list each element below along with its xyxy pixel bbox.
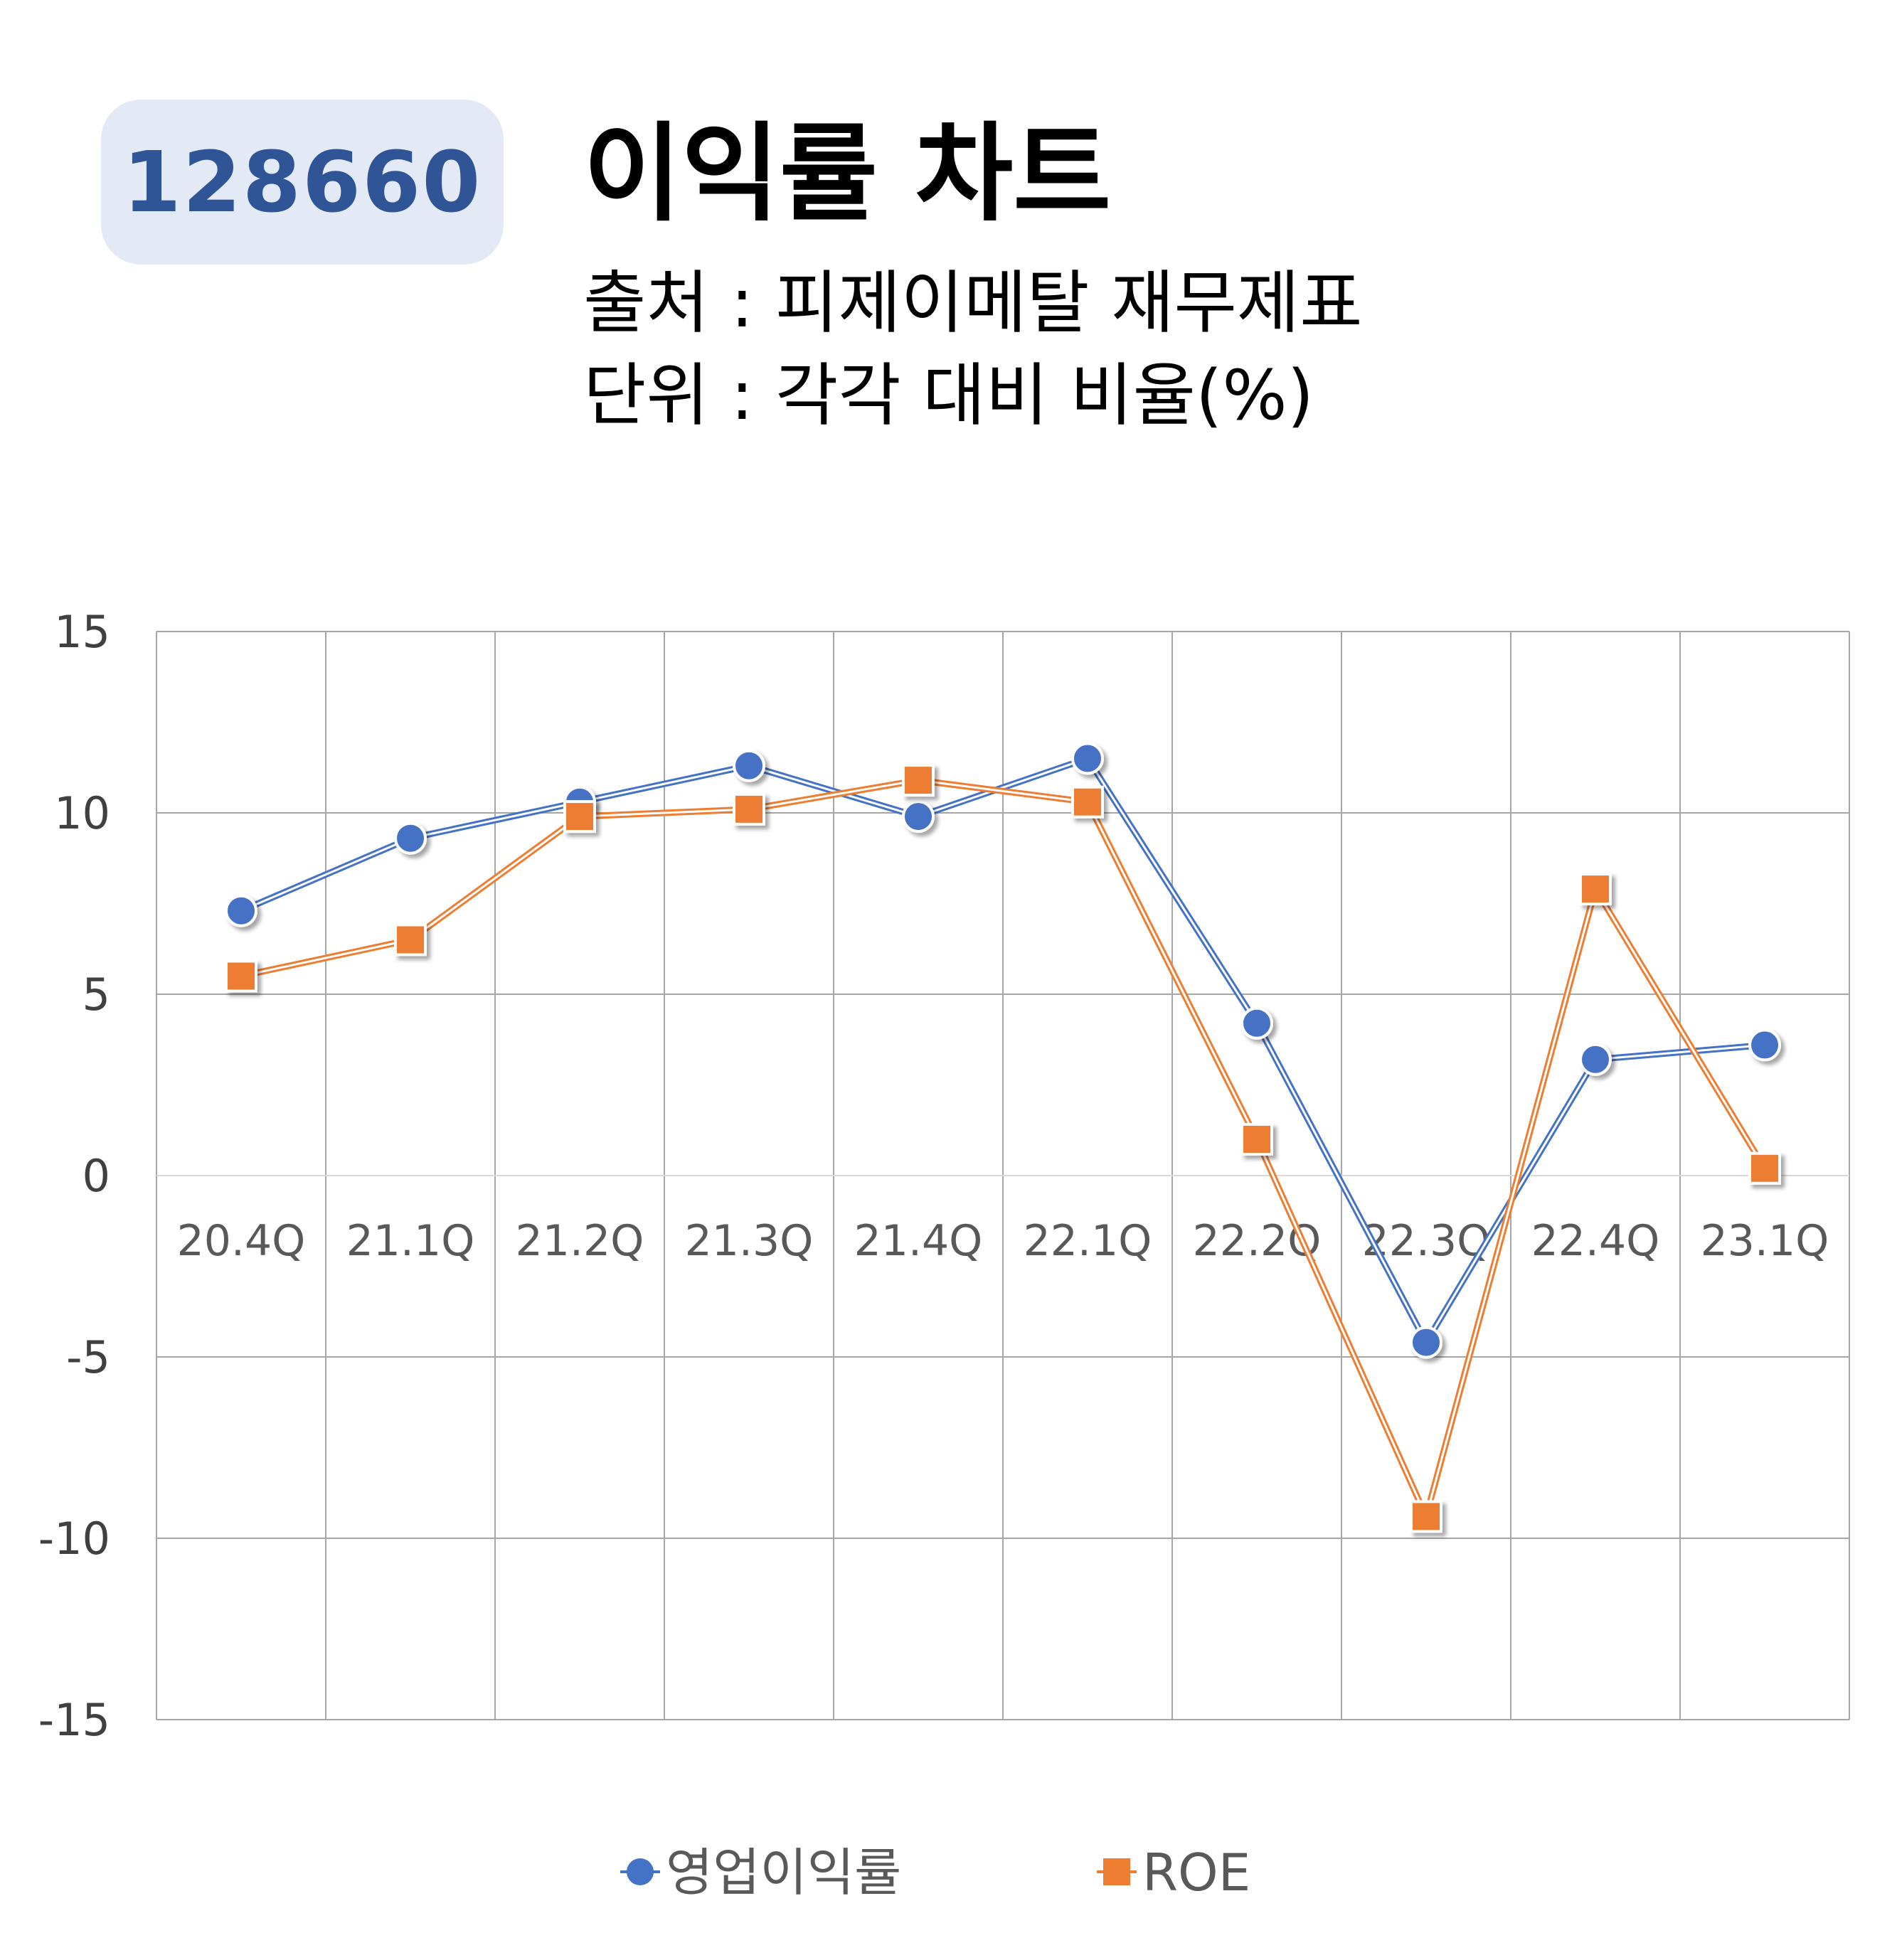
chart-title: 이익률 차트 [583, 112, 1112, 236]
unit-label: 단위 : 각각 대비 비율(%) [583, 356, 1314, 435]
legend-item: 영업이익률 [620, 1843, 901, 1902]
data-point-circle [1579, 1043, 1612, 1076]
y-tick-label: -10 [38, 1513, 110, 1565]
data-point-square [1240, 1123, 1273, 1156]
x-tick-label: 20.4Q [177, 1216, 306, 1266]
data-point-square [733, 792, 765, 826]
legend-marker-circle [627, 1858, 654, 1885]
data-point-square [563, 800, 596, 833]
data-point-circle [394, 821, 427, 855]
data-point-circle [1240, 1006, 1273, 1040]
data-point-circle [1410, 1326, 1442, 1359]
ticker-badge: 128660 [101, 100, 504, 265]
data-point-square [225, 959, 257, 993]
y-tick-label: 15 [54, 606, 110, 658]
series-line-inner [240, 779, 1766, 1518]
x-tick-label: 21.4Q [854, 1216, 983, 1266]
x-tick-label: 21.2Q [516, 1216, 644, 1266]
x-tick-label: 22.4Q [1531, 1216, 1660, 1266]
data-point-square [902, 764, 935, 797]
y-tick-label: 5 [83, 969, 110, 1021]
legend-item: ROE [1097, 1843, 1250, 1902]
x-tick-label: 23.1Q [1701, 1216, 1829, 1266]
data-point-circle [1071, 742, 1104, 775]
series-roe [225, 764, 1781, 1533]
y-tick-label: -5 [66, 1331, 110, 1383]
x-tick-label: 21.1Q [346, 1216, 475, 1266]
y-tick-label: 0 [83, 1150, 110, 1202]
data-point-circle [225, 894, 257, 927]
y-tick-label: -15 [38, 1694, 110, 1746]
data-point-circle [902, 800, 935, 833]
legend: 영업이익률 ROE [620, 1843, 1250, 1902]
x-tick-label: 22.1Q [1024, 1216, 1152, 1266]
data-point-square [1748, 1151, 1781, 1185]
legend-label: ROE [1142, 1843, 1250, 1902]
data-point-square [1579, 873, 1612, 906]
series-layer [225, 742, 1781, 1533]
legend-label: 영업이익률 [666, 1843, 901, 1902]
x-tick-label: 21.3Q [685, 1216, 814, 1266]
legend-marker-square [1103, 1858, 1130, 1885]
data-point-square [394, 923, 427, 957]
data-point-circle [1748, 1028, 1781, 1062]
data-point-circle [733, 749, 765, 782]
data-point-square [1410, 1500, 1442, 1533]
source-label: 출처 : 피제이메탈 재무제표 [583, 263, 1363, 343]
data-point-square [1071, 785, 1104, 819]
y-tick-label: 10 [54, 787, 110, 839]
y-axis: 15 10 5 0 -5 -10 -15 [38, 606, 110, 1746]
chart-grid [156, 631, 1850, 1720]
x-axis: 20.4Q 21.1Q 21.2Q 21.3Q 21.4Q 22.1Q 22.2Q 22.3Q… [177, 1216, 1829, 1266]
